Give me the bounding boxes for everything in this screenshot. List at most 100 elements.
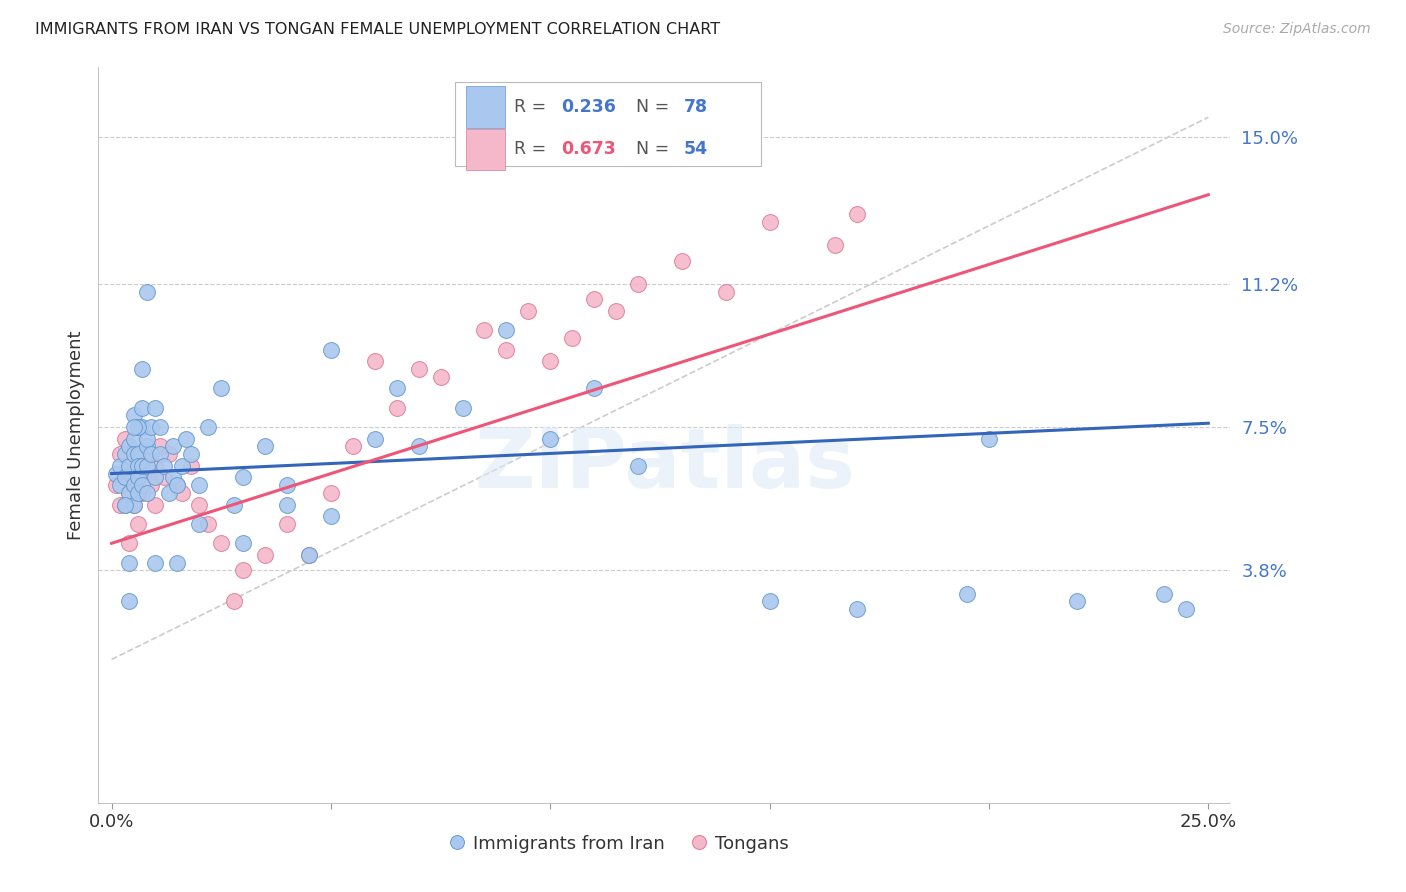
Point (956, 587, 979, 601)
Point (139, 420, 162, 434)
Point (118, 458, 141, 473)
Point (197, 420, 219, 434)
Point (114, 498, 136, 512)
Text: N =: N = (636, 98, 675, 116)
Point (495, 343, 517, 357)
Point (224, 594, 246, 608)
Point (110, 498, 132, 512)
Point (127, 420, 149, 434)
Point (110, 447, 132, 461)
Point (254, 548, 277, 562)
Point (517, 304, 540, 318)
Text: 54: 54 (683, 140, 707, 158)
Point (118, 536, 141, 550)
Point (157, 447, 180, 461)
Point (162, 470, 184, 484)
Point (385, 401, 408, 415)
Point (166, 556, 188, 570)
Point (114, 432, 136, 446)
Point (364, 354, 387, 368)
Point (122, 409, 145, 423)
Point (122, 498, 145, 512)
Point (232, 563, 254, 577)
Text: IMMIGRANTS FROM IRAN VS TONGAN FEMALE UNEMPLOYMENT CORRELATION CHART: IMMIGRANTS FROM IRAN VS TONGAN FEMALE UN… (35, 22, 720, 37)
Point (149, 447, 172, 461)
Point (232, 470, 254, 484)
Point (131, 362, 153, 376)
Point (114, 447, 136, 461)
Point (170, 458, 193, 473)
Point (118, 594, 141, 608)
Point (145, 470, 167, 484)
Point (538, 354, 561, 368)
Point (583, 381, 606, 395)
Point (118, 486, 141, 500)
Point (122, 470, 145, 484)
Point (209, 536, 232, 550)
Point (149, 420, 172, 434)
Point (276, 498, 298, 512)
Legend: Immigrants from Iran, Tongans: Immigrants from Iran, Tongans (441, 828, 796, 860)
Point (145, 498, 167, 512)
Point (139, 478, 162, 492)
Point (122, 432, 145, 446)
Point (232, 536, 254, 550)
Point (714, 285, 737, 299)
Point (846, 207, 869, 221)
Point (139, 447, 162, 461)
Point (127, 486, 149, 500)
Point (197, 516, 219, 531)
Point (846, 602, 869, 616)
Point (135, 285, 157, 299)
Point (319, 343, 342, 357)
Text: 78: 78 (683, 98, 707, 116)
Point (180, 447, 202, 461)
Point (127, 486, 149, 500)
Point (627, 277, 650, 291)
Point (1153, 587, 1175, 601)
Point (298, 548, 321, 562)
Point (127, 478, 149, 492)
Point (276, 516, 298, 531)
Point (135, 447, 157, 461)
Text: R =: R = (513, 98, 551, 116)
Point (122, 498, 145, 512)
Point (145, 401, 167, 415)
Point (209, 381, 232, 395)
Point (627, 458, 650, 473)
Point (758, 594, 780, 608)
Point (474, 323, 496, 337)
Point (824, 238, 846, 252)
Point (104, 467, 127, 481)
Point (135, 432, 157, 446)
Point (188, 498, 211, 512)
Point (104, 478, 127, 492)
Point (342, 440, 364, 454)
Point (110, 458, 132, 473)
Point (1066, 594, 1088, 608)
Point (1175, 602, 1198, 616)
Point (180, 458, 202, 473)
Point (118, 486, 141, 500)
Text: R =: R = (513, 140, 551, 158)
Point (145, 458, 167, 473)
Point (157, 486, 180, 500)
Text: 0.673: 0.673 (561, 140, 616, 158)
Point (162, 440, 184, 454)
Point (153, 458, 176, 473)
Point (135, 486, 157, 500)
FancyBboxPatch shape (467, 128, 505, 170)
Point (131, 478, 153, 492)
Point (127, 516, 149, 531)
Point (122, 447, 145, 461)
Point (145, 556, 167, 570)
Point (135, 458, 157, 473)
Point (977, 432, 1000, 446)
FancyBboxPatch shape (456, 81, 761, 166)
Point (114, 470, 136, 484)
Point (224, 498, 246, 512)
Point (118, 458, 141, 473)
Point (538, 432, 561, 446)
Point (298, 548, 321, 562)
Text: 0.236: 0.236 (561, 98, 616, 116)
